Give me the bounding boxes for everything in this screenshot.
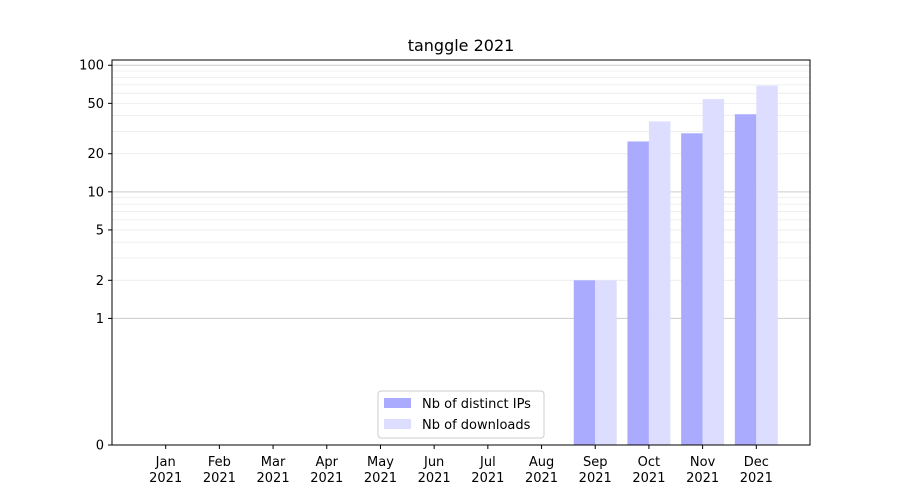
bar-nb-of-distinct-ips-dec (734, 114, 757, 445)
x-tick-label-year: 2021 (525, 471, 558, 486)
x-tick-label-year: 2021 (257, 471, 290, 486)
bar-nb-of-downloads-nov (702, 99, 725, 445)
x-tick-label-month: Apr (316, 455, 339, 470)
x-tick-label-month: Sep (583, 455, 608, 470)
x-tick-label-month: Nov (690, 455, 716, 470)
x-tick-label-year: 2021 (203, 471, 236, 486)
x-tick-label-year: 2021 (364, 471, 397, 486)
legend-swatch-1 (384, 398, 411, 408)
grid-lines (112, 64, 810, 319)
y-tick-label: 2 (96, 274, 104, 289)
bar-nb-of-distinct-ips-oct (627, 141, 649, 445)
legend: Nb of distinct IPs Nb of downloads (377, 390, 545, 439)
y-axis: 0 1 2 5 10 20 50 100 (79, 59, 112, 454)
x-tick-label-year: 2021 (632, 471, 665, 486)
x-tick-label-year: 2021 (579, 471, 612, 486)
legend-swatch-2 (384, 419, 411, 429)
legend-box (377, 390, 545, 439)
bar-nb-of-distinct-ips-nov (681, 133, 703, 445)
plot-frame (111, 59, 811, 446)
x-tick-label-month: Dec (744, 455, 769, 470)
x-tick-label-year: 2021 (740, 471, 773, 486)
bar-nb-of-downloads-dec (756, 85, 778, 445)
x-axis: Jan2021Feb2021Mar2021Apr2021May2021Jun20… (149, 445, 773, 486)
legend-label-1: Nb of distinct IPs (422, 397, 531, 412)
x-tick-label-year: 2021 (418, 471, 451, 486)
x-tick-label-month: May (367, 455, 394, 470)
x-tick-label-year: 2021 (310, 471, 343, 486)
x-tick-label-month: Jun (423, 455, 444, 470)
x-tick-label-month: Oct (638, 455, 660, 470)
x-tick-label-year: 2021 (149, 471, 182, 486)
bar-nb-of-downloads-sep (595, 280, 617, 445)
y-tick-label: 50 (87, 97, 104, 112)
x-tick-label-month: Feb (208, 455, 231, 470)
x-tick-label-year: 2021 (686, 471, 719, 486)
y-tick-label: 20 (87, 147, 104, 162)
chart-title: tanggle 2021 (408, 36, 515, 55)
y-tick-label: 1 (96, 312, 104, 327)
bar-nb-of-downloads-oct (648, 121, 671, 445)
x-tick-label-month: Mar (261, 455, 286, 470)
y-tick-label: 0 (96, 439, 104, 454)
legend-label-2: Nb of downloads (422, 418, 531, 433)
x-tick-label-month: Jan (155, 455, 176, 470)
x-tick-label-year: 2021 (471, 471, 504, 486)
x-tick-label-month: Aug (529, 455, 554, 470)
bars (573, 85, 778, 445)
y-tick-label: 5 (96, 223, 104, 238)
y-tick-label: 100 (79, 59, 104, 74)
bar-nb-of-distinct-ips-sep (573, 280, 596, 445)
x-tick-label-month: Jul (479, 455, 496, 470)
y-tick-label: 10 (87, 185, 104, 200)
